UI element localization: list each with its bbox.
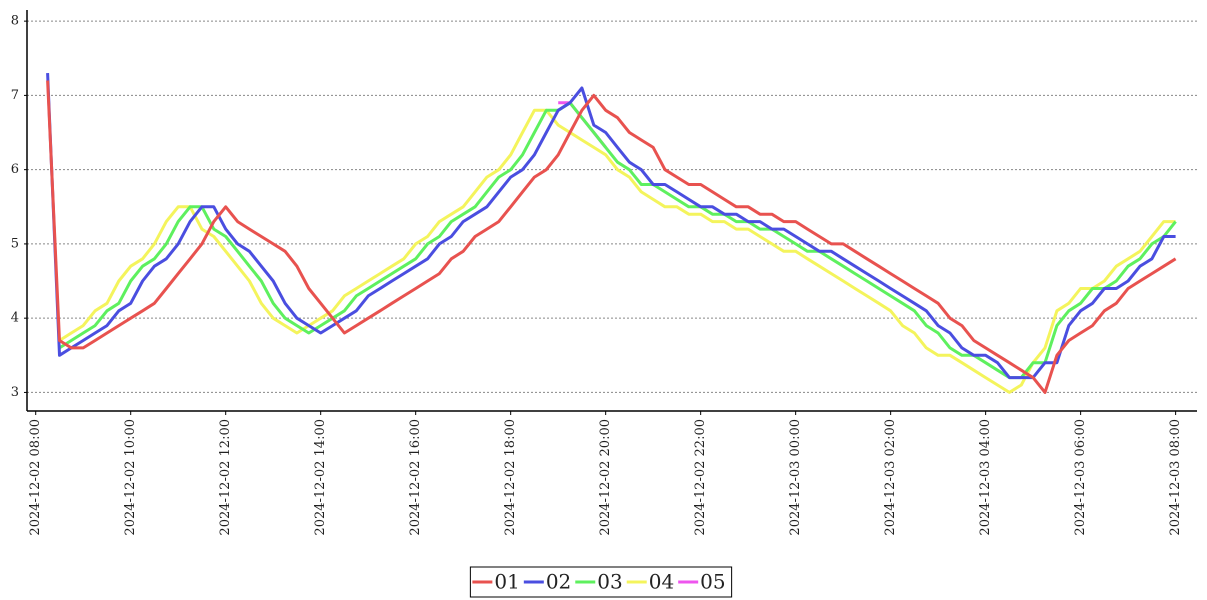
x-tick-label: 2024-12-03 00:00 — [788, 419, 803, 536]
x-tick-label: 2024-12-03 02:00 — [883, 419, 898, 536]
x-tick-label: 2024-12-02 08:00 — [28, 419, 43, 536]
series-line — [58, 101, 1177, 380]
legend-label: 02 — [546, 570, 571, 594]
x-tick-label: 2024-12-03 04:00 — [978, 419, 993, 536]
y-tick-label: 8 — [11, 14, 19, 29]
x-tick-label: 2024-12-02 12:00 — [218, 419, 233, 536]
series-line — [46, 80, 1177, 394]
legend-label: 03 — [597, 570, 622, 594]
y-tick-label: 3 — [11, 385, 19, 400]
series-line — [46, 73, 1176, 380]
y-tick-label: 7 — [11, 88, 19, 103]
legend-label: 04 — [649, 570, 674, 594]
x-tick-label: 2024-12-02 16:00 — [408, 419, 423, 536]
y-tick-label: 6 — [11, 162, 19, 177]
x-tick-label: 2024-12-02 14:00 — [313, 419, 328, 536]
legend-label: 05 — [700, 570, 725, 594]
legend-label: 01 — [494, 570, 519, 594]
x-tick-label: 2024-12-02 10:00 — [123, 419, 138, 536]
x-tick-label: 2024-12-03 06:00 — [1073, 419, 1088, 536]
x-tick-label: 2024-12-03 08:00 — [1168, 419, 1183, 536]
y-tick-label: 5 — [11, 236, 19, 251]
x-tick-label: 2024-12-02 22:00 — [693, 419, 708, 536]
x-tick-label: 2024-12-02 20:00 — [598, 419, 613, 536]
legend: 01 02 03 04 05 — [469, 566, 733, 598]
series-line — [58, 108, 1176, 394]
x-tick-label: 2024-12-02 18:00 — [503, 419, 518, 536]
y-tick-label: 4 — [11, 311, 19, 326]
